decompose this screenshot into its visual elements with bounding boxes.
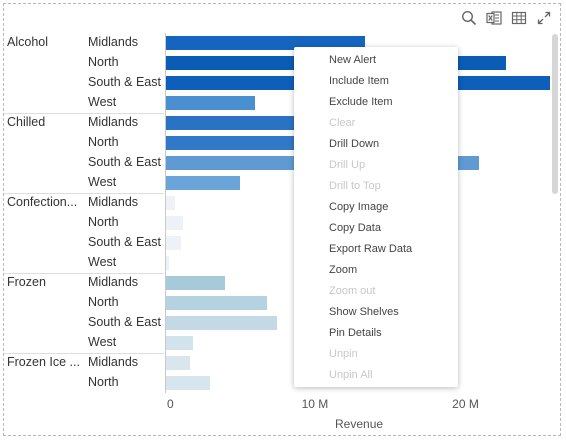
- x-tick-label: 10 M: [301, 397, 329, 411]
- region-label: West: [88, 175, 117, 189]
- y-axis-line: [165, 33, 166, 393]
- menu-item-zoom-out: Zoom out: [329, 285, 376, 297]
- region-label: West: [88, 95, 117, 109]
- x-tick-label: 0: [167, 397, 174, 411]
- revenue-bar[interactable]: [166, 116, 302, 130]
- revenue-bar[interactable]: [166, 176, 240, 190]
- group-separator: [4, 113, 164, 114]
- group-separator: [4, 193, 164, 194]
- revenue-bar[interactable]: [166, 356, 191, 370]
- menu-item-new-alert[interactable]: New Alert: [329, 54, 377, 66]
- region-label: West: [88, 335, 117, 349]
- menu-item-unpin: Unpin: [329, 348, 358, 360]
- category-label: Confection...: [7, 195, 78, 209]
- revenue-bar[interactable]: [166, 276, 225, 290]
- revenue-bar[interactable]: [166, 316, 278, 330]
- x-axis-label: Revenue: [335, 417, 384, 431]
- menu-item-clear: Clear: [329, 117, 356, 129]
- expand-icon[interactable]: [536, 10, 552, 26]
- region-label: North: [88, 135, 119, 149]
- table-view-icon[interactable]: [511, 10, 527, 26]
- category-label: Alcohol: [7, 35, 48, 49]
- region-label: South & East: [88, 315, 161, 329]
- region-label: Midlands: [88, 355, 139, 369]
- region-label: West: [88, 255, 117, 269]
- revenue-bar[interactable]: [166, 256, 169, 270]
- region-label: Midlands: [88, 115, 139, 129]
- menu-item-export-raw-data[interactable]: Export Raw Data: [329, 243, 413, 255]
- excel-export-icon[interactable]: [486, 10, 502, 26]
- search-icon[interactable]: [461, 10, 477, 26]
- revenue-bar[interactable]: [166, 96, 255, 110]
- region-label: Midlands: [88, 275, 139, 289]
- menu-item-zoom[interactable]: Zoom: [329, 264, 358, 276]
- vertical-scrollbar[interactable]: [552, 34, 558, 194]
- group-separator: [4, 273, 164, 274]
- context-menu: New Alert Include Item Exclude Item Clear Dr…: [294, 47, 458, 387]
- region-label: Midlands: [88, 35, 139, 49]
- region-label: South & East: [88, 235, 161, 249]
- category-label: Chilled: [7, 115, 46, 129]
- menu-item-drill-to-top: Drill to Top: [329, 180, 381, 192]
- revenue-bar[interactable]: [166, 196, 176, 210]
- menu-item-show-shelves[interactable]: Show Shelves: [329, 306, 399, 318]
- revenue-bar[interactable]: [166, 236, 182, 250]
- category-label: Frozen: [7, 275, 46, 289]
- region-label: North: [88, 295, 119, 309]
- region-label: South & East: [88, 155, 161, 169]
- menu-item-copy-image[interactable]: Copy Image: [329, 201, 389, 213]
- x-tick-label: 20 M: [452, 397, 479, 411]
- menu-item-exclude-item[interactable]: Exclude Item: [329, 96, 393, 108]
- chart-panel: [3, 3, 561, 436]
- revenue-bar[interactable]: [166, 136, 302, 150]
- region-label: Midlands: [88, 195, 139, 209]
- revenue-bar[interactable]: [166, 36, 365, 50]
- group-separator: [4, 353, 164, 354]
- menu-item-drill-down[interactable]: Drill Down: [329, 138, 380, 150]
- region-label: North: [88, 55, 119, 69]
- region-label: South & East: [88, 75, 161, 89]
- revenue-bar[interactable]: [166, 336, 194, 350]
- menu-item-pin-details[interactable]: Pin Details: [329, 327, 382, 339]
- revenue-bar[interactable]: [166, 296, 267, 310]
- category-label: Frozen Ice ...: [7, 355, 80, 369]
- revenue-bar[interactable]: [166, 216, 183, 230]
- region-label: North: [88, 375, 119, 389]
- menu-item-include-item[interactable]: Include Item: [329, 75, 389, 87]
- menu-item-copy-data[interactable]: Copy Data: [329, 222, 381, 234]
- menu-item-unpin-all: Unpin All: [329, 369, 373, 381]
- chart-toolbar: [461, 10, 552, 26]
- menu-item-drill-up: Drill Up: [329, 159, 366, 171]
- revenue-bar[interactable]: [166, 376, 210, 390]
- region-label: North: [88, 215, 119, 229]
